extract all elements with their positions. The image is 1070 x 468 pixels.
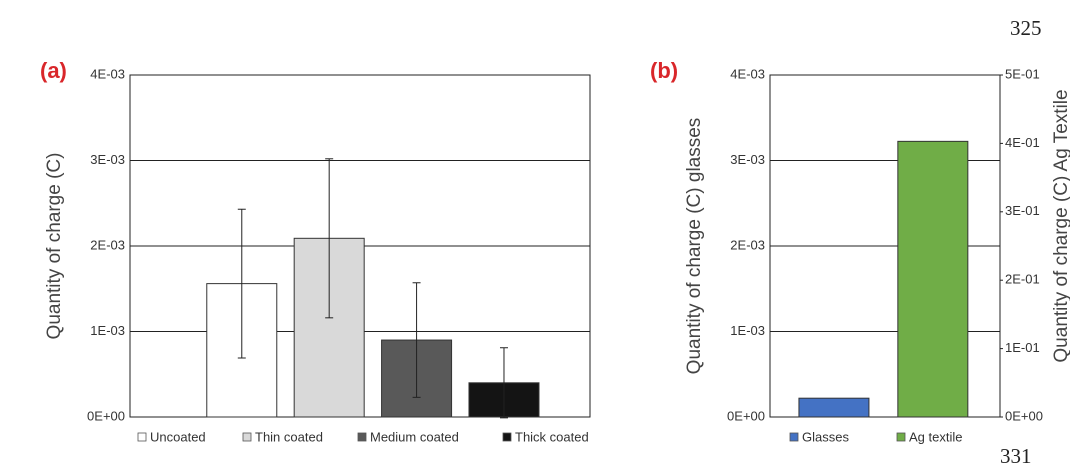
plot-frame: [769, 74, 1001, 418]
line-number: 331: [1000, 444, 1032, 468]
bar: [798, 397, 870, 418]
legend-label: Thick coated: [515, 429, 589, 444]
y2-axis-title: Quantity of charge (C) Ag Textile: [1051, 89, 1070, 362]
panel-label: (b): [650, 58, 678, 83]
y-tick-label: 1E-03: [730, 323, 765, 338]
legend-swatch: [357, 432, 367, 442]
legend-label: Uncoated: [150, 429, 206, 444]
y-tick-label: 3E-03: [730, 152, 765, 167]
y2-tick-label: 0E+00: [1005, 408, 1043, 423]
legend-label: Ag textile: [909, 429, 962, 444]
y2-tick-label: 2E-01: [1005, 272, 1040, 287]
y-axis-title: Quantity of charge (C): [44, 153, 65, 340]
legend-label: Thin coated: [255, 429, 323, 444]
bar: [897, 140, 969, 418]
y-axis-title: Quantity of charge (C) glasses: [684, 118, 705, 375]
legend-swatch: [896, 432, 906, 442]
y-tick-label: 3E-03: [90, 152, 125, 167]
y-tick-label: 4E-03: [730, 66, 765, 81]
legend-label: Medium coated: [370, 429, 459, 444]
legend-label: Glasses: [802, 429, 849, 444]
y-tick-label: 1E-03: [90, 323, 125, 338]
legend-swatch: [137, 432, 147, 442]
y-tick-label: 4E-03: [90, 66, 125, 81]
y-tick-label: 0E+00: [727, 408, 765, 423]
legend-swatch: [502, 432, 512, 442]
panel-label: (a): [40, 58, 67, 83]
line-number: 325: [1010, 16, 1042, 40]
legend-swatch: [242, 432, 252, 442]
y2-tick-label: 5E-01: [1005, 66, 1040, 81]
y-tick-label: 2E-03: [730, 237, 765, 252]
y-tick-label: 2E-03: [90, 237, 125, 252]
legend-swatch: [789, 432, 799, 442]
y2-tick-label: 1E-01: [1005, 340, 1040, 355]
y-tick-label: 0E+00: [87, 408, 125, 423]
y2-tick-label: 3E-01: [1005, 203, 1040, 218]
y2-tick-label: 4E-01: [1005, 135, 1040, 150]
